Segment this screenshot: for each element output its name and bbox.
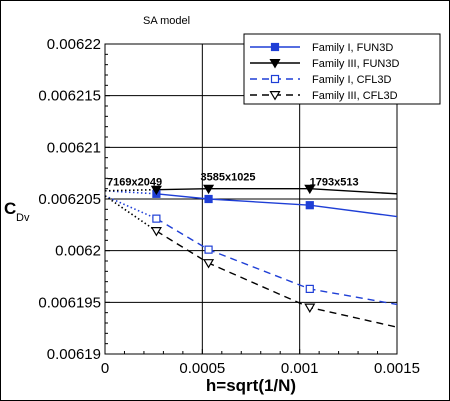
legend-label: Family I, CFL3D [312,74,392,86]
legend-marker [270,42,280,52]
series-extrapolation-line [105,195,157,232]
y-tick-label: 0.006215 [38,88,101,105]
legend-marker [269,59,281,69]
y-tick-label: 0.006195 [38,294,101,311]
y-axis-title: C Dv [4,199,30,224]
x-tick-label: 0 [101,360,109,377]
data-point [304,184,316,195]
legend-label: Family III, FUN3D [312,58,399,70]
grid-size-annotation: 1793x513 [310,177,359,189]
legend-marker [269,91,281,101]
y-tick-label: 0.00622 [47,36,101,53]
series-line [156,193,397,218]
data-point [204,245,213,254]
series-extrapolation-line [105,189,157,195]
data-point [150,227,162,237]
y-tick-label: 0.006205 [38,191,101,208]
series-line [156,218,397,306]
data-point [305,201,314,210]
y-axis-label-subscript: Dv [16,212,30,224]
legend-label: Family I, FUN3D [312,42,393,54]
grid-size-annotation: 3585x1025 [200,171,255,183]
data-point [305,284,314,293]
grid-size-annotation: 7169x2049 [107,177,162,189]
y-tick-label: 0.00621 [47,139,101,156]
data-point [203,184,215,195]
legend: Family I, FUN3D Family III, FUN3D Family I… [243,33,441,105]
x-axis-label: h=sqrt(1/N) [206,376,296,395]
legend-label: Family III, CFL3D [312,90,398,102]
series-extrapolation-line [105,195,157,220]
chart-subtitle: SA model [143,15,190,27]
y-tick-label: 0.00619 [47,346,101,363]
y-tick-labels: 0.00619 0.006195 0.0062 0.006205 0.00621 0.00… [38,36,101,363]
x-tick-label: 0.001 [281,360,319,377]
x-tick-label: 0.0015 [374,360,420,377]
data-point [150,185,162,196]
data-point [203,259,215,269]
annotations-group: 7169x2049 3585x1025 1793x513 [107,171,359,188]
y-axis-label: C [4,199,16,218]
series-group [105,187,397,328]
data-point [304,303,316,313]
series-extrapolation-line [105,188,157,192]
series-line [156,187,397,195]
data-point [152,214,161,223]
x-tick-labels: 0 0.0005 0.001 0.0015 [101,360,420,377]
series-line [156,230,397,328]
data-point [204,194,213,204]
y-tick-label: 0.0062 [55,243,101,260]
x-tick-label: 0.0005 [179,360,225,377]
markers-group [150,184,316,313]
legend-marker [270,74,280,84]
